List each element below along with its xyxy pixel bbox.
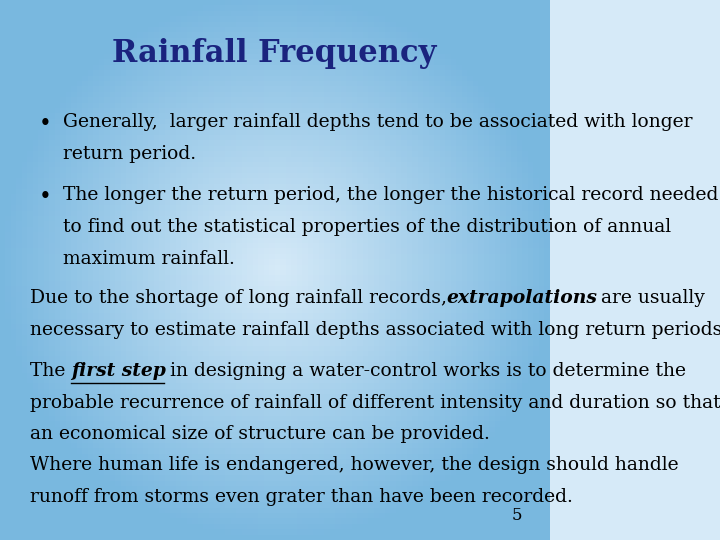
Text: The: The — [30, 362, 71, 380]
Text: an economical size of structure can be provided.: an economical size of structure can be p… — [30, 426, 490, 443]
Text: to find out the statistical properties of the distribution of annual: to find out the statistical properties o… — [63, 218, 671, 236]
Text: extrapolations: extrapolations — [446, 289, 598, 307]
Text: Generally,  larger rainfall depths tend to be associated with longer: Generally, larger rainfall depths tend t… — [63, 113, 693, 131]
Text: in designing a water-control works is to determine the: in designing a water-control works is to… — [164, 362, 686, 380]
Text: The longer the return period, the longer the historical record needed: The longer the return period, the longer… — [63, 186, 719, 204]
Text: necessary to estimate rainfall depths associated with long return periods.: necessary to estimate rainfall depths as… — [30, 321, 720, 339]
Text: 5: 5 — [511, 507, 522, 524]
Text: Rainfall Frequency: Rainfall Frequency — [112, 38, 437, 69]
Text: •: • — [38, 113, 51, 136]
Text: •: • — [38, 186, 51, 208]
Text: return period.: return period. — [63, 145, 197, 163]
Text: runoff from storms even grater than have been recorded.: runoff from storms even grater than have… — [30, 488, 573, 506]
Text: Where human life is endangered, however, the design should handle: Where human life is endangered, however,… — [30, 456, 679, 474]
Text: are usually: are usually — [595, 289, 705, 307]
Text: Due to the shortage of long rainfall records,: Due to the shortage of long rainfall rec… — [30, 289, 453, 307]
Text: probable recurrence of rainfall of different intensity and duration so that: probable recurrence of rainfall of diffe… — [30, 394, 720, 411]
Text: maximum rainfall.: maximum rainfall. — [63, 250, 235, 268]
Text: first step: first step — [71, 362, 166, 380]
